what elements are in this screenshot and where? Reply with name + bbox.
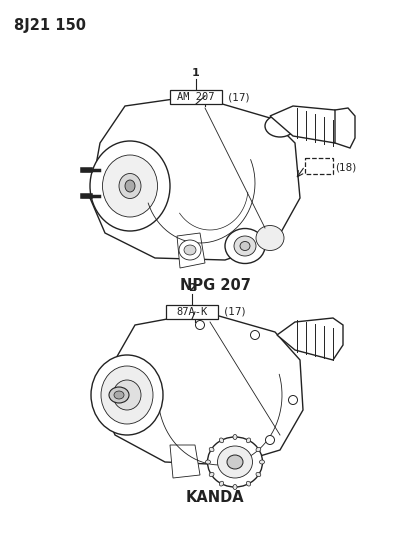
FancyBboxPatch shape — [304, 158, 332, 174]
Ellipse shape — [225, 229, 264, 263]
Ellipse shape — [219, 438, 223, 443]
Ellipse shape — [264, 115, 294, 137]
Polygon shape — [100, 312, 302, 465]
Text: AM 207: AM 207 — [177, 92, 214, 102]
Ellipse shape — [233, 434, 237, 440]
Ellipse shape — [205, 460, 210, 464]
Ellipse shape — [90, 141, 170, 231]
Ellipse shape — [102, 155, 157, 217]
Text: 2: 2 — [188, 283, 195, 293]
FancyBboxPatch shape — [170, 90, 221, 104]
Ellipse shape — [250, 330, 259, 340]
Text: KANDA: KANDA — [185, 490, 244, 505]
Polygon shape — [176, 233, 205, 268]
Ellipse shape — [178, 240, 200, 260]
Ellipse shape — [219, 481, 223, 486]
Ellipse shape — [113, 380, 141, 410]
Ellipse shape — [207, 437, 262, 487]
Polygon shape — [170, 445, 200, 478]
Ellipse shape — [246, 481, 250, 486]
Ellipse shape — [265, 435, 274, 445]
Ellipse shape — [259, 460, 264, 464]
Ellipse shape — [255, 472, 260, 477]
Ellipse shape — [217, 446, 252, 478]
Text: (17): (17) — [225, 92, 249, 102]
Polygon shape — [276, 318, 342, 360]
Ellipse shape — [184, 245, 196, 255]
Text: 87A-K: 87A-K — [176, 307, 207, 317]
Ellipse shape — [209, 472, 213, 477]
Ellipse shape — [233, 236, 255, 256]
Text: NPG 207: NPG 207 — [179, 278, 250, 293]
Ellipse shape — [255, 447, 260, 451]
Text: (18): (18) — [334, 162, 355, 172]
Polygon shape — [90, 96, 299, 260]
Ellipse shape — [119, 174, 141, 198]
Text: 1: 1 — [192, 68, 199, 78]
Ellipse shape — [195, 320, 204, 329]
Ellipse shape — [255, 225, 283, 251]
Ellipse shape — [233, 484, 237, 489]
Ellipse shape — [246, 438, 250, 443]
Polygon shape — [334, 108, 354, 148]
Polygon shape — [269, 106, 342, 143]
Ellipse shape — [91, 355, 162, 435]
Text: 8J21 150: 8J21 150 — [14, 18, 86, 33]
Ellipse shape — [109, 387, 129, 403]
Ellipse shape — [288, 395, 297, 405]
FancyBboxPatch shape — [166, 305, 217, 319]
Ellipse shape — [125, 180, 135, 192]
Text: (17): (17) — [221, 307, 245, 317]
Ellipse shape — [101, 366, 153, 424]
Ellipse shape — [114, 391, 124, 399]
Ellipse shape — [239, 241, 249, 251]
Ellipse shape — [227, 455, 242, 469]
Ellipse shape — [209, 447, 213, 451]
